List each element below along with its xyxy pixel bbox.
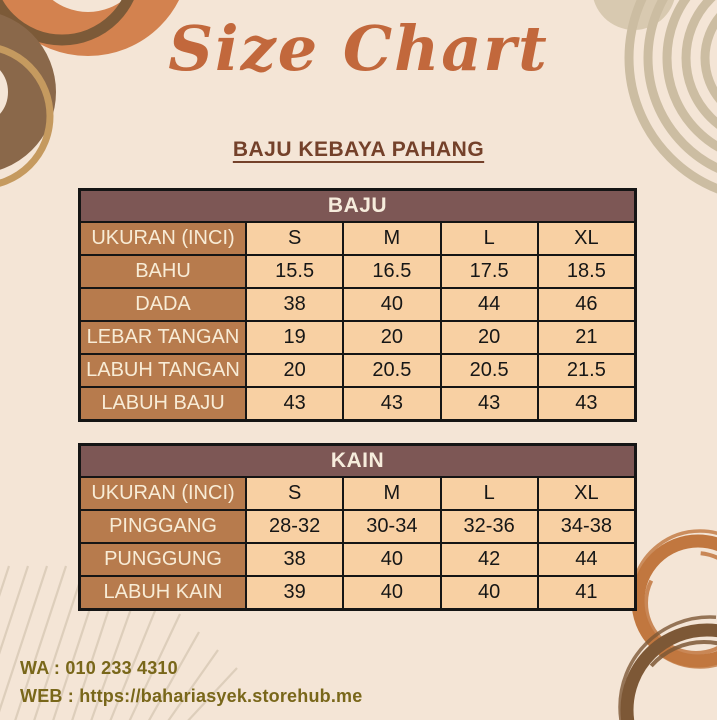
measurement-value-cell: 21.5 [538, 355, 634, 386]
measurement-value-cell: 18.5 [538, 256, 634, 287]
size-column-header: L [441, 223, 537, 254]
page-subtitle: BAJU KEBAYA PAHANG [232, 138, 485, 161]
measurement-value-cell: 43 [247, 388, 343, 419]
size-column-header: M [344, 223, 440, 254]
measurement-value-cell: 19 [247, 322, 343, 353]
measurement-value-cell: 38 [247, 289, 343, 320]
measurement-row-label: LABUH TANGAN [81, 355, 245, 386]
size-column-header: L [441, 478, 537, 509]
measurement-row-label: PINGGANG [81, 511, 245, 542]
size-column-header: S [247, 223, 343, 254]
measurement-value-cell: 20 [441, 322, 537, 353]
page-title: Size Chart [168, 12, 549, 85]
measurement-value-cell: 20.5 [441, 355, 537, 386]
decor-gold-ring-icon [0, 45, 54, 187]
measurement-row-label: BAHU [81, 256, 245, 287]
contact-info: WA : 010 233 4310 WEB : https://baharias… [20, 654, 362, 710]
measurement-row-label: LABUH BAJU [81, 388, 245, 419]
measurement-value-cell: 39 [247, 577, 343, 608]
size-column-header: XL [538, 223, 634, 254]
size-unit-header: UKURAN (INCI) [81, 478, 245, 509]
measurement-row-label: LEBAR TANGAN [81, 322, 245, 353]
size-column-header: M [344, 478, 440, 509]
measurement-value-cell: 43 [344, 388, 440, 419]
measurement-row-label: LABUH KAIN [81, 577, 245, 608]
baju-size-table: BAJU UKURAN (INCI) S M L XL BAHU 15.5 16.5 17.5 18… [78, 188, 637, 422]
decor-concentric-rings-icon [624, 0, 717, 194]
decor-orange-brush-circle-icon [630, 529, 717, 669]
measurement-value-cell: 46 [538, 289, 634, 320]
decor-brown-ring-icon [0, 0, 134, 46]
measurement-value-cell: 34-38 [538, 511, 634, 542]
size-column-header: XL [538, 478, 634, 509]
measurement-value-cell: 20.5 [344, 355, 440, 386]
kain-size-table: KAIN UKURAN (INCI) S M L XL PINGGANG 28-32 30-34… [78, 443, 637, 611]
size-column-header: S [247, 478, 343, 509]
decor-brown-brush-circle-icon [618, 615, 717, 720]
measurement-value-cell: 43 [441, 388, 537, 419]
measurement-value-cell: 44 [441, 289, 537, 320]
measurement-value-cell: 40 [344, 544, 440, 575]
measurement-value-cell: 43 [538, 388, 634, 419]
decor-brown-blob-icon [0, 14, 56, 170]
measurement-value-cell: 28-32 [247, 511, 343, 542]
measurement-row-label: DADA [81, 289, 245, 320]
measurement-value-cell: 21 [538, 322, 634, 353]
measurement-value-cell: 20 [247, 355, 343, 386]
measurement-value-cell: 42 [441, 544, 537, 575]
size-unit-header: UKURAN (INCI) [81, 223, 245, 254]
website-url: WEB : https://bahariasyek.storehub.me [20, 686, 363, 706]
whatsapp-number: WA : 010 233 4310 [20, 658, 178, 678]
measurement-value-cell: 15.5 [247, 256, 343, 287]
measurement-value-cell: 40 [344, 577, 440, 608]
measurement-value-cell: 44 [538, 544, 634, 575]
measurement-value-cell: 20 [344, 322, 440, 353]
measurement-value-cell: 32-36 [441, 511, 537, 542]
measurement-value-cell: 41 [538, 577, 634, 608]
measurement-value-cell: 40 [344, 289, 440, 320]
measurement-value-cell: 17.5 [441, 256, 537, 287]
table-title: BAJU [81, 191, 634, 221]
measurement-value-cell: 38 [247, 544, 343, 575]
measurement-value-cell: 30-34 [344, 511, 440, 542]
measurement-row-label: PUNGGUNG [81, 544, 245, 575]
table-title: KAIN [81, 446, 634, 476]
measurement-value-cell: 16.5 [344, 256, 440, 287]
measurement-value-cell: 40 [441, 577, 537, 608]
